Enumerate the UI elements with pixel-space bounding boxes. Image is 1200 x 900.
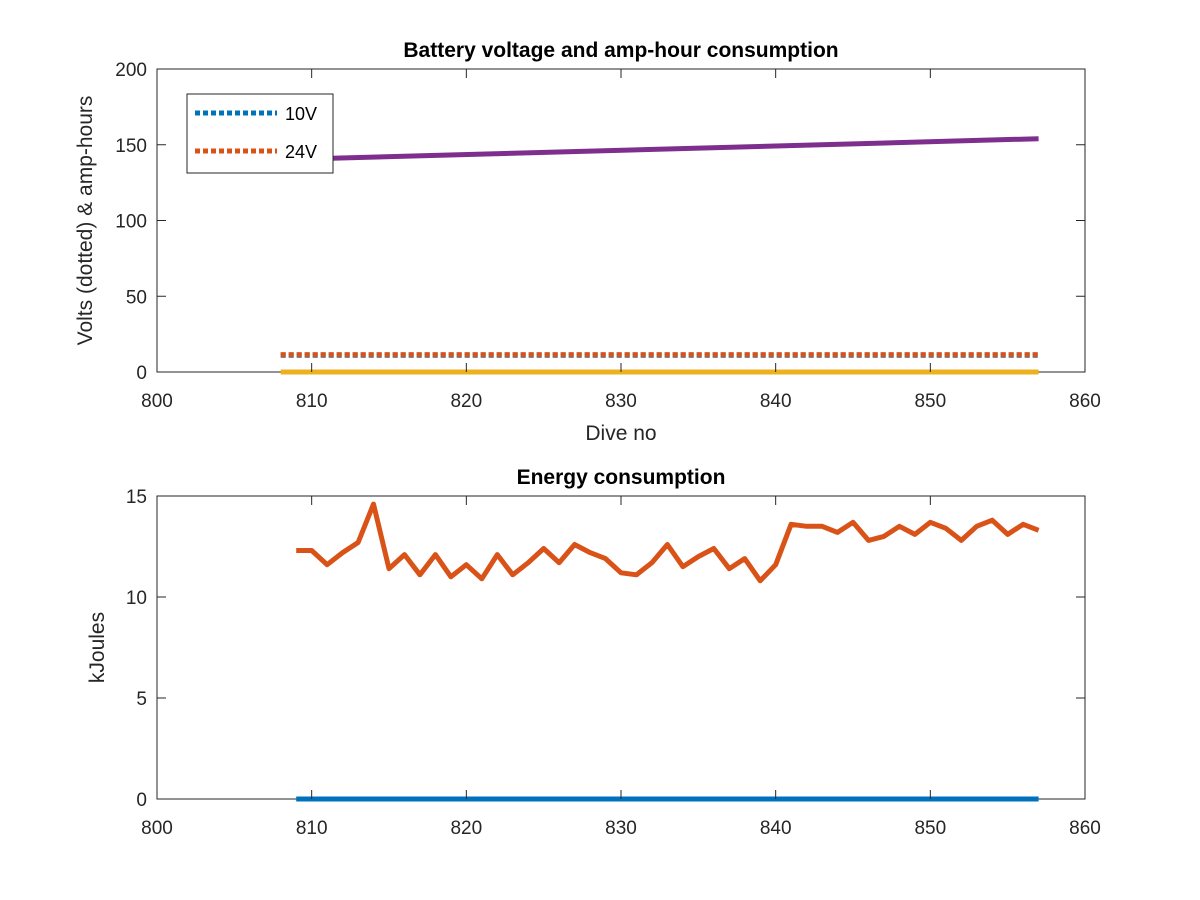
x-tick-label: 860 <box>1069 391 1101 412</box>
chart-1: 800 810 820 830 840 850 860 0 50 100 150 200 Battery… <box>74 39 1101 445</box>
y-tick-label: 50 <box>126 287 147 308</box>
x-tick-label: 820 <box>450 391 482 412</box>
x-tick-label: 810 <box>296 391 328 412</box>
y-axis-label: kJoules <box>86 612 109 683</box>
series-line-2 <box>296 501 1040 584</box>
x-tick-label: 840 <box>760 391 792 412</box>
legend: 10V 24V <box>186 93 334 174</box>
x-axis-label: Dive no <box>585 422 656 445</box>
legend-label: 24V <box>285 142 317 162</box>
x-tick-label: 810 <box>296 818 328 839</box>
x-tick-label: 850 <box>914 391 946 412</box>
x-tick-label: 800 <box>141 818 173 839</box>
x-tick-label: 850 <box>914 818 946 839</box>
x-tick-label: 800 <box>141 391 173 412</box>
legend-label: 10V <box>285 104 317 124</box>
chart-title: Battery voltage and amp-hour consumption <box>403 39 838 62</box>
x-tick-label: 860 <box>1069 818 1101 839</box>
y-tick-label: 0 <box>136 363 147 384</box>
y-tick-label: 10 <box>126 588 147 609</box>
y-tick-label: 5 <box>136 689 147 710</box>
y-tick-label: 15 <box>126 487 147 508</box>
legend-box <box>186 93 334 174</box>
y-tick-label: 200 <box>115 60 147 81</box>
chart-2: 800 810 820 830 840 850 860 0 5 10 15 Energy consum… <box>86 466 1101 839</box>
y-tick-label: 0 <box>136 790 147 811</box>
y-tick-label: 100 <box>115 212 147 233</box>
x-tick-label: 830 <box>605 391 637 412</box>
plot-area <box>156 495 1086 800</box>
y-axis-label: Volts (dotted) & amp-hours <box>74 96 97 346</box>
y-tick-label: 150 <box>115 136 147 157</box>
x-tick-label: 820 <box>450 818 482 839</box>
series-line-4 <box>327 136 1039 161</box>
x-tick-label: 830 <box>605 818 637 839</box>
x-tick-label: 840 <box>760 818 792 839</box>
chart-title: Energy consumption <box>517 466 726 489</box>
